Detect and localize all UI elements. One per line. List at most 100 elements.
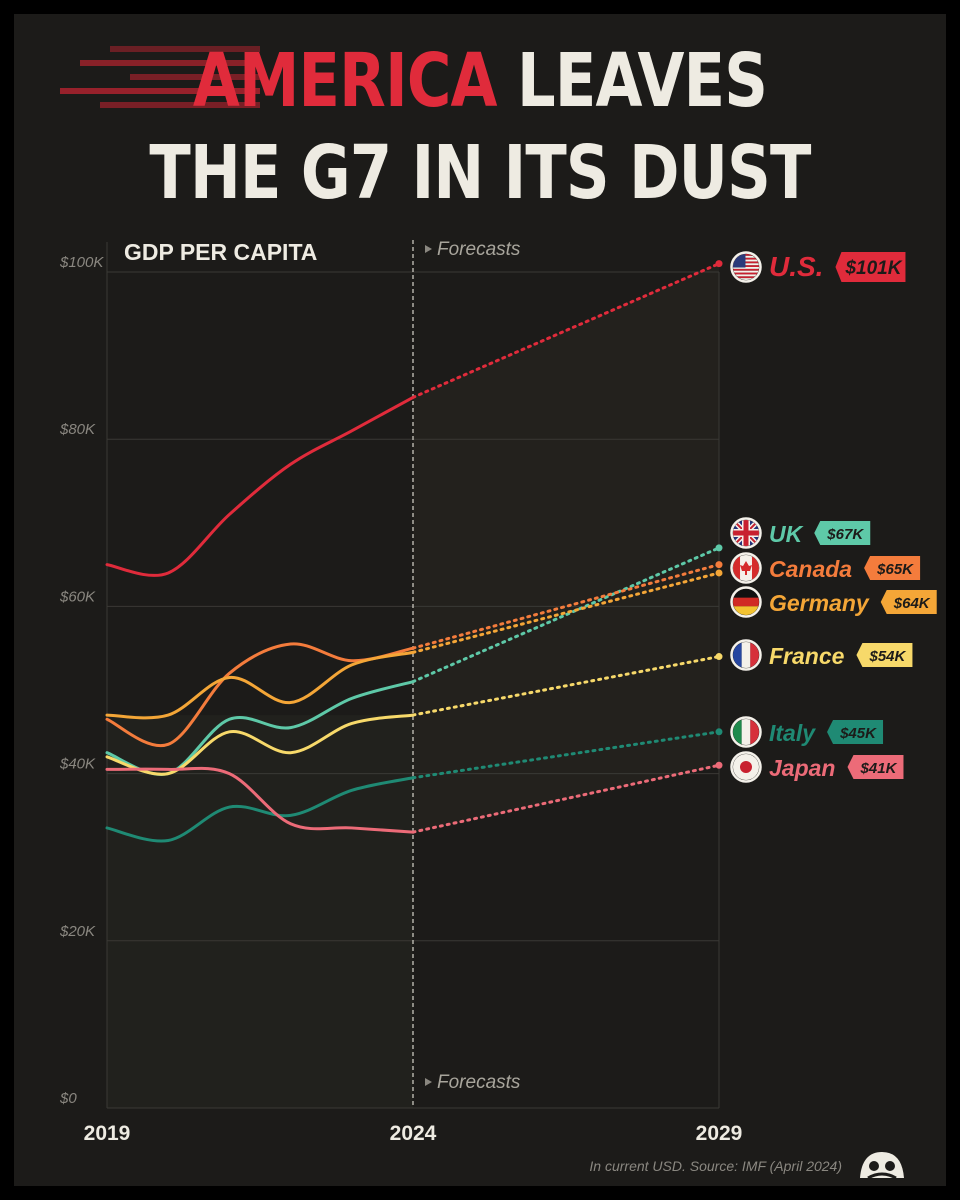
flag-part (733, 267, 759, 269)
label-france: France $54K (730, 639, 913, 671)
flag-fill (733, 642, 759, 668)
flag-part (733, 597, 759, 607)
flag-part (733, 270, 759, 273)
value-badge-japan (847, 755, 904, 779)
flag-ring (730, 517, 762, 549)
endpoint-italy (715, 728, 723, 736)
flag-streaks-decoration (60, 46, 260, 108)
flag-fill (733, 555, 759, 581)
flag-part (733, 555, 741, 581)
y-tick-label: $60K (59, 588, 96, 605)
source-note: In current USD. Source: IMF (April 2024) (589, 1158, 842, 1174)
y-tick-label: $80K (59, 421, 96, 438)
flag-part (750, 719, 759, 745)
endpoint-canada (715, 561, 723, 569)
flag-part (733, 265, 759, 267)
forecast-line-us (411, 262, 721, 399)
y-tick-label: $40K (59, 756, 96, 773)
series-line-japan (105, 766, 415, 834)
endpoint-japan (715, 761, 723, 769)
value-label-italy: $45K (839, 725, 877, 742)
value-badge-italy (827, 720, 884, 744)
forecast-line-france (411, 655, 721, 717)
title-line-1: AMERICA LEAVES (192, 38, 768, 124)
chart-title: GDP PER CAPITA (124, 239, 317, 265)
flag-part (733, 719, 742, 745)
flag-part (741, 719, 751, 745)
label-canada: Canada $65K (730, 552, 921, 584)
endpoint-germany (715, 569, 723, 577)
flag-part (733, 274, 759, 277)
forecast-arrow-icon (425, 1078, 432, 1086)
flag-part (733, 530, 759, 536)
flag-part (733, 263, 759, 266)
value-badge-canada (864, 556, 921, 580)
series-line-france (105, 713, 415, 776)
flag-part (733, 259, 759, 262)
series-name-us: U.S. (769, 251, 823, 282)
flag-part (740, 761, 752, 773)
value-badge-us (835, 252, 906, 282)
flag-ring (730, 639, 762, 671)
series-name-france: France (769, 643, 845, 669)
endpoint-us (715, 260, 723, 268)
flag-fill (733, 754, 759, 780)
forecast-line-japan (411, 763, 721, 834)
x-tick-label: 2024 (390, 1122, 437, 1145)
flag-part (750, 642, 759, 668)
value-badge-uk (814, 521, 871, 545)
label-italy: Italy $45K (730, 716, 884, 748)
y-tick-label: $100K (59, 254, 104, 271)
label-uk: UK $67K (730, 517, 871, 549)
flag-part (733, 276, 759, 279)
title-line-2: THE G7 IN ITS DUST (149, 130, 811, 216)
value-label-us: $101K (844, 258, 902, 279)
series-line-italy (105, 776, 415, 843)
forecast-arrow-icon (425, 245, 432, 253)
flag-ring (730, 751, 762, 783)
flag-part (733, 255, 759, 258)
history-area-shading (107, 715, 413, 1108)
flag-fill (733, 719, 759, 745)
flag-fill (733, 589, 759, 615)
forecast-line-italy (411, 730, 721, 780)
y-tick-label: $0 (59, 1090, 77, 1107)
forecast-label-top: Forecasts (437, 239, 521, 260)
series-name-japan: Japan (769, 755, 835, 781)
label-japan: Japan $41K (730, 751, 904, 783)
y-tick-label: $20K (59, 923, 96, 940)
forecast-area-shading (413, 263, 719, 833)
flag-part (751, 555, 759, 581)
forecast-label-bottom: Forecasts (437, 1072, 521, 1093)
series-line-canada (105, 642, 415, 748)
label-us: U.S. $101K (730, 251, 906, 283)
endpoint-france (715, 653, 723, 661)
value-badge-germany (880, 590, 937, 614)
flag-part (733, 606, 759, 615)
flag-part (733, 261, 759, 264)
flag-part (733, 268, 759, 271)
visual-capitalist-logo-icon (860, 1152, 904, 1180)
endpoint-uk (715, 544, 723, 552)
value-badge-france (856, 643, 913, 667)
flag-part (740, 561, 752, 575)
series-name-uk: UK (769, 521, 804, 547)
flag-part (733, 272, 759, 275)
value-label-japan: $41K (860, 760, 898, 777)
flag-ring (730, 251, 762, 283)
flag-part (741, 642, 751, 668)
series-name-germany: Germany (769, 590, 870, 616)
series-line-us (105, 395, 415, 577)
flag-fill (733, 520, 759, 546)
value-label-germany: $64K (893, 595, 931, 612)
x-tick-label: 2029 (696, 1122, 743, 1145)
forecast-line-uk (411, 546, 721, 684)
series-line-germany (105, 650, 415, 720)
flag-ring (730, 586, 762, 618)
flag-ring (730, 552, 762, 584)
flag-ring (730, 716, 762, 748)
label-germany: Germany $64K (730, 586, 937, 618)
flag-part (733, 257, 759, 260)
flag-part (733, 254, 759, 256)
